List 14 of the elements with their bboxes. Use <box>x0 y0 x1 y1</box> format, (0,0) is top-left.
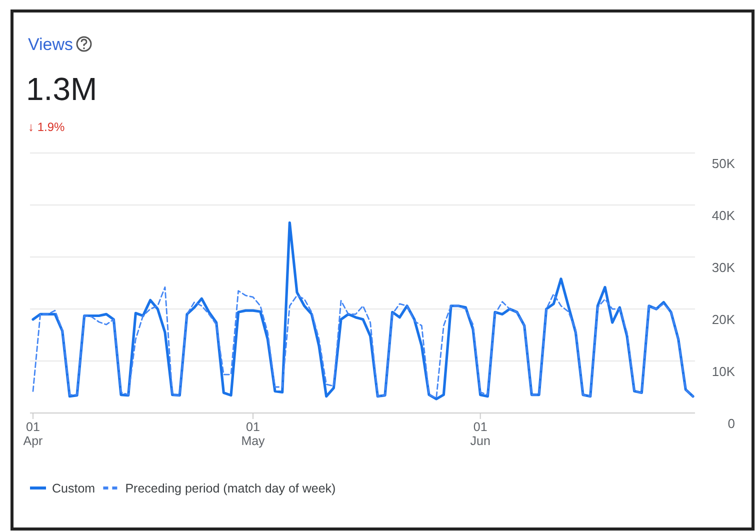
y-tick-label: 0 <box>728 416 735 431</box>
legend-label: Custom <box>52 482 96 496</box>
chart-subtitle: 1.3M <box>26 71 98 107</box>
y-tick-label: 30K <box>712 260 736 275</box>
y-tick-label: 20K <box>712 312 736 327</box>
text: ↓ 1.9% <box>28 120 66 134</box>
x-tick-label: 01 Jun <box>470 420 490 448</box>
chart-title: Views <box>28 35 74 54</box>
legend-label: Preceding period (match day of week) <box>125 482 336 496</box>
x-tick-label: 01 May <box>241 420 266 448</box>
y-tick-label: 50K <box>712 156 736 171</box>
y-tick-label: 10K <box>712 364 736 379</box>
x-tick-label: 01 Apr <box>23 420 43 448</box>
y-tick-label: 40K <box>712 208 736 223</box>
